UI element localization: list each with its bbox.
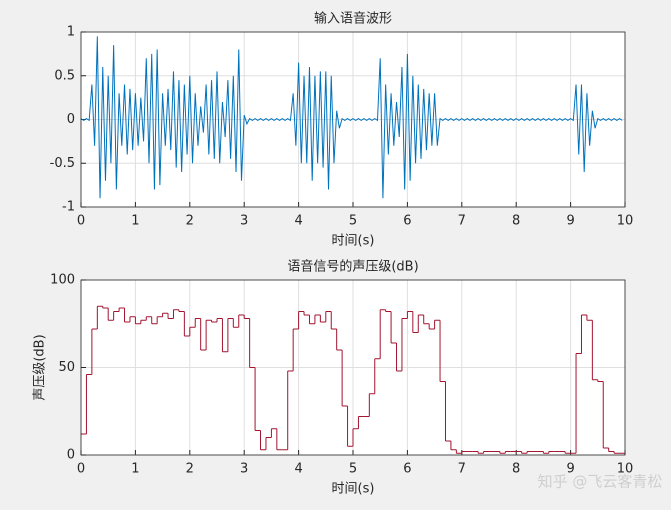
series bbox=[80, 36, 623, 199]
x-axis-label: 时间(s) bbox=[332, 482, 375, 497]
watermark: 知乎 @飞云客青松 bbox=[538, 473, 663, 491]
x-tick-label: 3 bbox=[240, 462, 248, 477]
x-tick-label: 1 bbox=[131, 214, 139, 229]
x-tick-label: 1 bbox=[131, 462, 139, 477]
axes-box bbox=[80, 31, 626, 208]
x-tick-label: 6 bbox=[403, 462, 411, 477]
x-tick-label: 6 bbox=[403, 214, 411, 229]
waveform-line bbox=[80, 36, 623, 199]
x-tick-label: 5 bbox=[349, 462, 357, 477]
x-tick-label: 0 bbox=[77, 462, 85, 477]
y-tick-label: 0 bbox=[67, 448, 75, 463]
x-tick-label: 3 bbox=[240, 214, 248, 229]
x-tick-label: 10 bbox=[617, 462, 634, 477]
x-axis-label: 时间(s) bbox=[332, 234, 375, 249]
x-tick-label: 4 bbox=[294, 462, 302, 477]
x-tick-label: 2 bbox=[186, 462, 194, 477]
x-tick-label: 7 bbox=[458, 214, 466, 229]
y-tick-label: 1 bbox=[67, 25, 75, 40]
x-tick-label: 8 bbox=[512, 462, 520, 477]
x-tick-label: 9 bbox=[566, 214, 574, 229]
y-tick-label: 0 bbox=[67, 112, 75, 127]
y-tick-label: -1 bbox=[62, 200, 75, 215]
chart-title: 输入语音波形 bbox=[314, 11, 392, 27]
x-tick-label: 7 bbox=[458, 462, 466, 477]
x-tick-label: 4 bbox=[294, 214, 302, 229]
y-tick-label: 0.5 bbox=[54, 68, 75, 83]
series bbox=[81, 305, 625, 454]
y-tick-label: 50 bbox=[58, 360, 75, 375]
x-tick-label: 9 bbox=[566, 462, 574, 477]
x-tick-label: 5 bbox=[349, 214, 357, 229]
y-tick-label: 100 bbox=[50, 273, 75, 288]
axes-box bbox=[80, 279, 626, 456]
x-tick-label: 0 bbox=[77, 214, 85, 229]
y-tick-label: -0.5 bbox=[50, 156, 75, 171]
x-tick-label: 8 bbox=[512, 214, 520, 229]
x-tick-label: 2 bbox=[186, 214, 194, 229]
y-axis-label: 声压级(dB) bbox=[33, 334, 48, 400]
chart-title: 语音信号的声压级(dB) bbox=[287, 259, 418, 275]
x-tick-label: 10 bbox=[617, 214, 634, 229]
